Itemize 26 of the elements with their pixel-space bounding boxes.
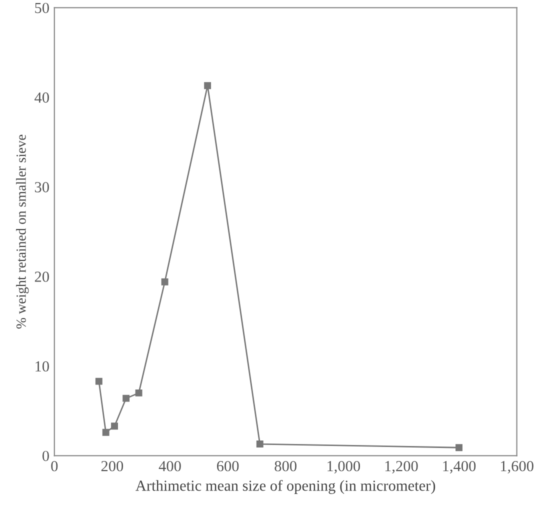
y-tick-label: 20	[34, 272, 49, 282]
y-axis-title: % weight retained on smaller sieve	[16, 134, 29, 329]
point	[256, 440, 264, 448]
x-tick-label: 400	[158, 460, 181, 472]
x-tick-label: 200	[101, 460, 124, 472]
x-tick-label: 1,200	[385, 460, 418, 474]
point	[161, 278, 168, 286]
point	[111, 422, 118, 430]
point	[456, 444, 462, 452]
point	[135, 389, 142, 396]
point	[102, 428, 110, 436]
x-tick-label: 0	[51, 460, 58, 472]
y-tick-label: 0	[42, 450, 49, 462]
x-tick-label: 1,600	[500, 460, 534, 474]
x-tick-label: 1,400	[443, 460, 476, 474]
x-tick-label: 600	[217, 460, 239, 472]
y-tick-label: 50	[35, 2, 49, 14]
point	[95, 378, 102, 385]
y-tick-label: 30	[34, 182, 49, 192]
y-tick-label: 40	[34, 92, 49, 103]
x-tick-label: 800	[274, 460, 296, 472]
point	[122, 394, 130, 402]
point	[204, 82, 212, 90]
y-tick-label: 10	[36, 361, 49, 372]
x-axis-title: Arthimetic mean size of opening (in micrometer)	[136, 480, 436, 494]
x-tick-label: 1,000	[328, 460, 360, 474]
